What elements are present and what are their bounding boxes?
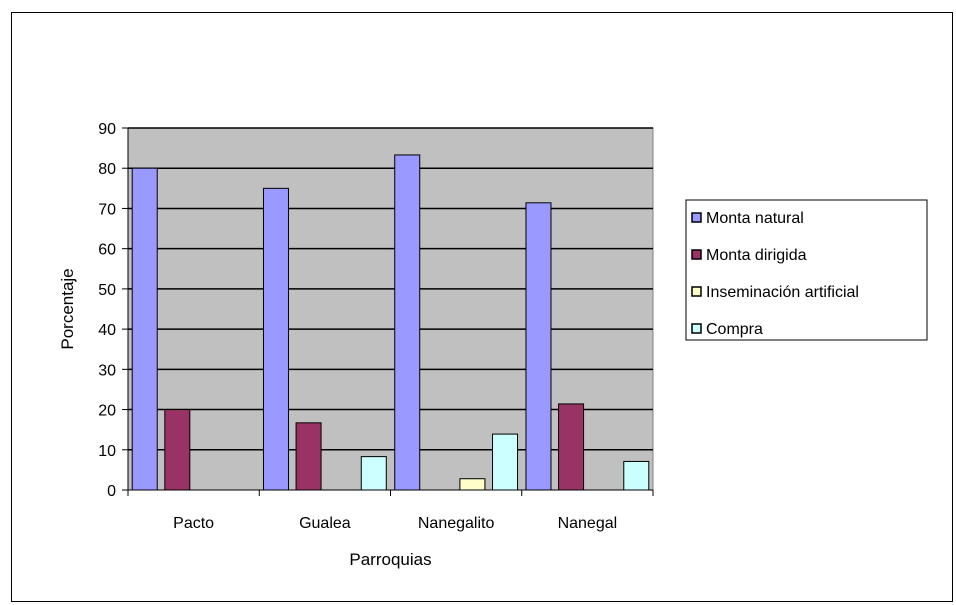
axes <box>122 127 654 496</box>
x-tick-label: Nanegalito <box>418 515 495 532</box>
y-tick-label: 70 <box>98 201 116 218</box>
bars <box>131 154 650 491</box>
legend-swatch <box>691 323 702 334</box>
x-tick-label: Pacto <box>173 515 214 532</box>
y-tick-label: 80 <box>98 161 116 178</box>
legend-label: Inseminación artificial <box>706 284 859 301</box>
legend-box <box>685 199 928 341</box>
bar <box>164 409 191 491</box>
y-tick-label: 40 <box>98 322 116 339</box>
bar <box>360 456 387 491</box>
bar <box>459 478 486 491</box>
legend-label: Monta dirigida <box>706 247 807 264</box>
bar <box>394 154 421 491</box>
legend: Monta natural Monta dirigida Inseminación … <box>685 199 928 341</box>
bar <box>492 433 519 491</box>
bar <box>262 187 289 491</box>
y-tick-label: 0 <box>107 483 116 500</box>
legend-swatch <box>691 249 702 260</box>
y-tick-label: 20 <box>98 403 116 420</box>
legend-label: Monta natural <box>706 210 804 227</box>
gridlines <box>128 127 653 451</box>
bar <box>623 460 650 491</box>
legend-swatch <box>691 212 702 223</box>
bar <box>131 167 158 491</box>
y-tick-label: 90 <box>98 121 116 138</box>
y-tick-label: 30 <box>98 362 116 379</box>
y-tick-label: 10 <box>98 443 116 460</box>
legend-label: Compra <box>706 321 763 338</box>
y-tick-label: 50 <box>98 282 116 299</box>
bar <box>295 422 322 491</box>
x-tick-label: Nanegal <box>558 515 618 532</box>
x-tick-label: Gualea <box>299 515 351 532</box>
y-tick-label: 60 <box>98 242 116 259</box>
y-tick-labels: 0 10 20 30 40 50 60 70 80 90 <box>98 121 116 500</box>
x-tick-labels: Pacto Gualea Nanegalito Nanegal <box>173 515 617 532</box>
x-axis-title: Parroquias <box>349 550 431 569</box>
legend-swatch <box>691 286 702 297</box>
bar <box>525 202 552 491</box>
bar <box>558 403 585 491</box>
y-axis-title: Porcentaje <box>58 268 77 349</box>
